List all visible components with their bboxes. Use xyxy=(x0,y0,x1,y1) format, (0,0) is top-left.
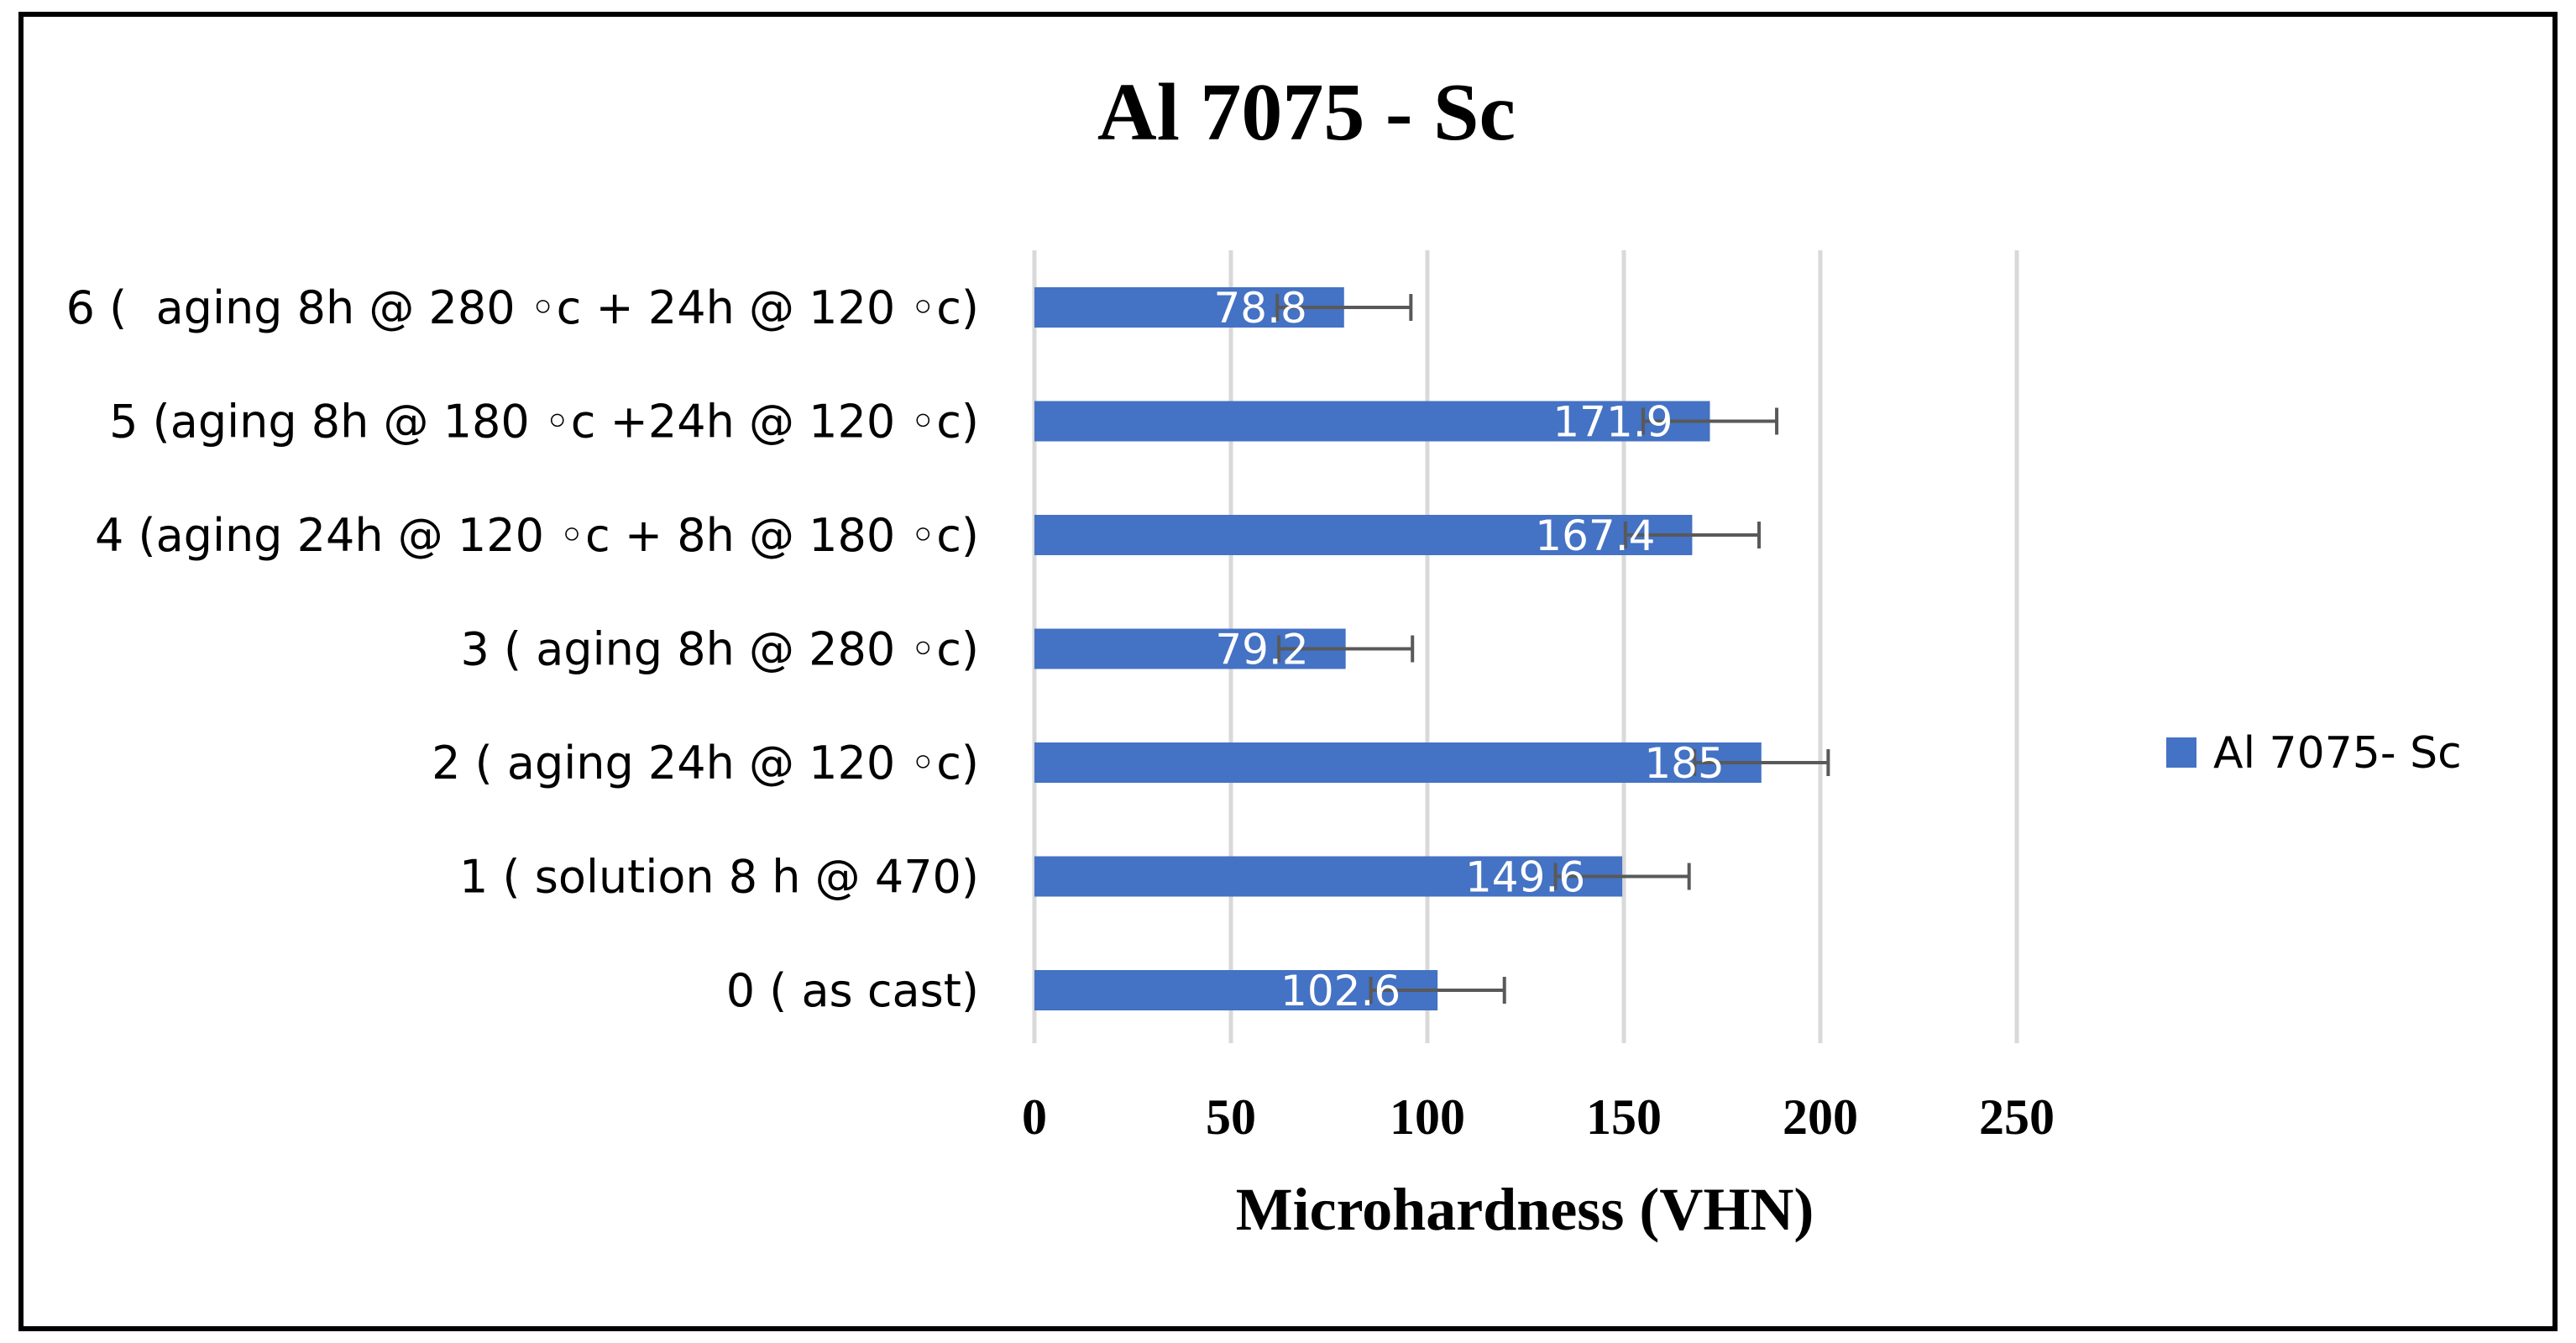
legend: Al 7075- Sc xyxy=(2166,728,2462,779)
category-label: 5 (aging 8h @ 180 ◦c +24h @ 120 ◦c) xyxy=(109,396,979,449)
data-label: 79.2 xyxy=(1215,626,1308,674)
category-label: 1 ( solution 8 h @ 470) xyxy=(459,851,979,904)
data-label: 171.9 xyxy=(1552,398,1673,447)
chart-frame xyxy=(18,12,2558,1331)
category-label: 0 ( as cast) xyxy=(726,964,979,1017)
data-label: 78.8 xyxy=(1213,284,1306,333)
bar xyxy=(1034,515,1693,555)
x-axis-title: Microhardness (VHN) xyxy=(1236,1176,1814,1243)
legend-swatch xyxy=(2166,737,2196,768)
x-tick-label: 150 xyxy=(1586,1089,1662,1145)
bar xyxy=(1034,856,1623,897)
data-label: 149.6 xyxy=(1465,853,1585,902)
legend-label: Al 7075- Sc xyxy=(2213,728,2462,779)
data-label: 167.4 xyxy=(1535,511,1655,560)
bar xyxy=(1034,401,1710,442)
bar xyxy=(1034,742,1762,783)
data-label: 102.6 xyxy=(1280,967,1401,1015)
category-label: 6 ( aging 8h @ 280 ◦c + 24h @ 120 ◦c) xyxy=(66,281,979,334)
category-label: 4 (aging 24h @ 120 ◦c + 8h @ 180 ◦c) xyxy=(95,509,979,562)
x-tick-label: 100 xyxy=(1390,1089,1465,1145)
gridlines xyxy=(1032,250,2019,1043)
chart-title: Al 7075 - Sc xyxy=(1097,67,1516,158)
data-label: 185 xyxy=(1644,739,1724,788)
x-tick-labels: 0 50 100 150 200 250 xyxy=(1022,1089,2055,1145)
category-label: 2 ( aging 24h @ 120 ◦c) xyxy=(432,737,979,790)
x-tick-label: 50 xyxy=(1206,1089,1256,1145)
x-tick-label: 200 xyxy=(1783,1089,1858,1145)
x-tick-label: 0 xyxy=(1022,1089,1047,1145)
x-tick-label: 250 xyxy=(1979,1089,2055,1145)
category-label: 3 ( aging 8h @ 280 ◦c) xyxy=(460,623,979,676)
data-labels: 102.6 149.6 185 79.2 167.4 171.9 78.8 xyxy=(1213,284,1724,1015)
error-bars xyxy=(1275,294,1830,1004)
category-labels: 0 ( as cast) 1 ( solution 8 h @ 470) 2 ( a… xyxy=(66,281,979,1017)
